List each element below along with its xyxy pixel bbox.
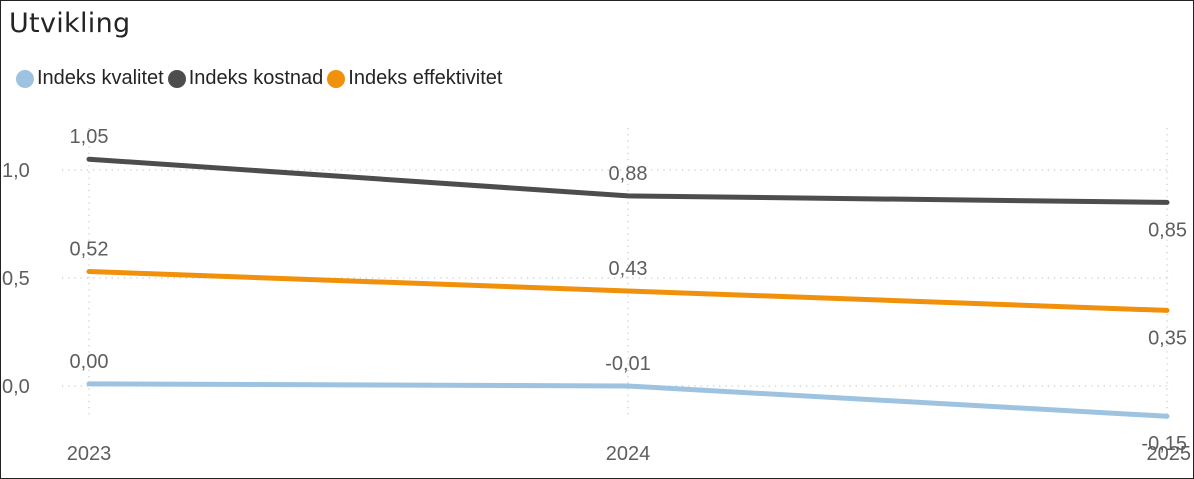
x-tick-label: 2023: [67, 443, 112, 465]
legend-swatch-quality: [16, 69, 34, 88]
legend-item-cost[interactable]: Indeks kostnad: [167, 67, 324, 90]
series-line-efficiency: [86, 269, 1170, 313]
x-tick-label: 2025: [1147, 443, 1192, 465]
data-label-cost: 0,85: [1148, 219, 1187, 241]
data-label-cost: 0,88: [609, 163, 648, 185]
y-tick-label: 1,0: [2, 160, 30, 182]
data-label-efficiency: 0,35: [1148, 327, 1187, 349]
chart-title: Utvikling: [9, 8, 131, 39]
legend-item-quality[interactable]: Indeks kvalitet: [16, 67, 164, 90]
legend-swatch-efficiency: [327, 69, 346, 88]
chart-legend: Indeks kvalitet Indeks kostnad Indeks ef…: [16, 67, 506, 90]
legend-swatch-cost: [167, 69, 186, 88]
series-line-quality: [86, 381, 1170, 419]
x-tick-label: 2024: [606, 443, 651, 465]
data-label-quality: -0,01: [605, 353, 651, 375]
data-label-quality: -0,15: [1141, 433, 1187, 455]
legend-label-efficiency: Indeks effektivitet: [348, 67, 503, 89]
data-label-efficiency: 0,43: [609, 258, 648, 280]
y-tick-label: 0,5: [2, 268, 30, 290]
y-tick-label: 0,0: [2, 376, 30, 398]
data-label-quality: 0,00: [70, 351, 109, 373]
legend-label-cost: Indeks kostnad: [188, 67, 324, 89]
legend-item-efficiency[interactable]: Indeks effektivitet: [327, 67, 502, 90]
data-label-cost: 1,05: [70, 126, 109, 148]
data-label-efficiency: 0,52: [70, 239, 109, 261]
series-line-cost: [86, 156, 1170, 205]
legend-label-quality: Indeks kvalitet: [37, 67, 164, 89]
